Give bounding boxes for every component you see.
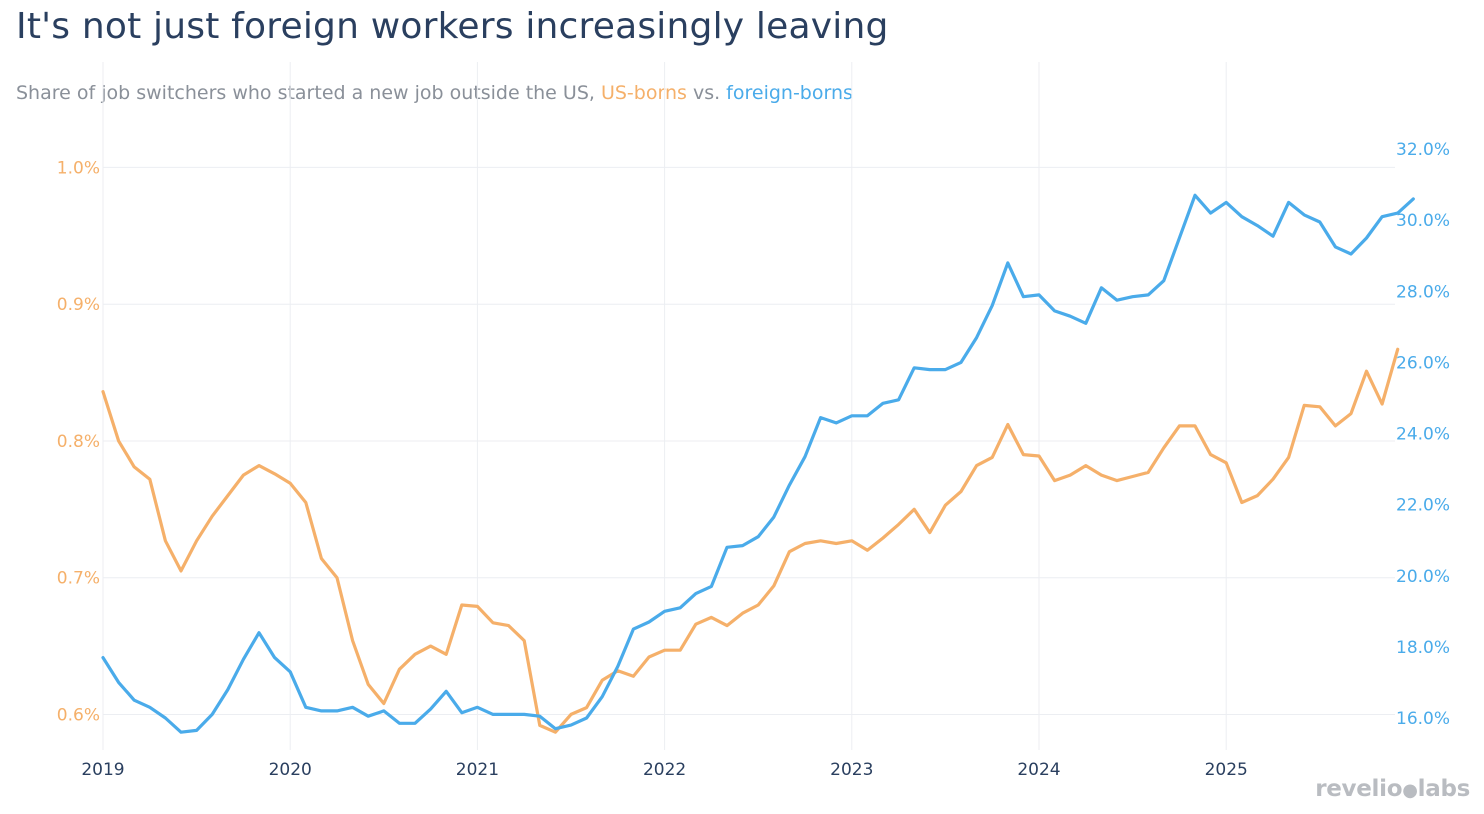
- logo-dot-icon: ●: [1402, 780, 1418, 801]
- x-tick-label: 2024: [1017, 760, 1060, 780]
- chart-title: It's not just foreign workers increasing…: [16, 6, 889, 47]
- logo-text-labs: labs: [1417, 776, 1471, 802]
- left-y-tick-label: 0.9%: [57, 295, 100, 315]
- left-y-tick-label: 0.8%: [57, 432, 100, 452]
- logo-text-revelio: revelio: [1315, 776, 1403, 802]
- series-line-foreign-borns: [101, 193, 1415, 734]
- right-y-tick-label: 22.0%: [1396, 496, 1450, 516]
- left-y-tick-label: 1.0%: [57, 158, 100, 178]
- right-y-tick-label: 16.0%: [1396, 709, 1450, 729]
- x-tick-label: 2025: [1205, 760, 1248, 780]
- x-tick-label: 2023: [830, 760, 873, 780]
- right-y-tick-label: 28.0%: [1396, 282, 1450, 302]
- left-y-tick-label: 0.7%: [57, 569, 100, 589]
- right-y-tick-label: 18.0%: [1396, 638, 1450, 658]
- x-tick-label: 2019: [81, 760, 124, 780]
- subtitle-middle: vs.: [686, 82, 727, 104]
- revelio-labs-logo: revelio●labs: [1315, 776, 1470, 802]
- right-y-tick-label: 26.0%: [1396, 353, 1450, 373]
- right-y-tick-label: 32.0%: [1396, 140, 1450, 160]
- subtitle-us-borns: US-borns: [600, 82, 687, 104]
- x-tick-label: 2020: [269, 760, 312, 780]
- right-y-tick-label: 20.0%: [1396, 567, 1450, 587]
- chart-subtitle: Share of job switchers who started a new…: [16, 82, 853, 104]
- subtitle-foreign-borns: foreign-borns: [726, 82, 853, 104]
- right-y-tick-label: 24.0%: [1396, 425, 1450, 445]
- x-tick-label: 2022: [643, 760, 686, 780]
- x-tick-label: 2021: [456, 760, 499, 780]
- left-y-tick-label: 0.6%: [57, 705, 100, 725]
- right-y-tick-label: 30.0%: [1396, 211, 1450, 231]
- series-line-us-borns: [101, 347, 1400, 734]
- subtitle-prefix: Share of job switchers who started a new…: [16, 82, 601, 104]
